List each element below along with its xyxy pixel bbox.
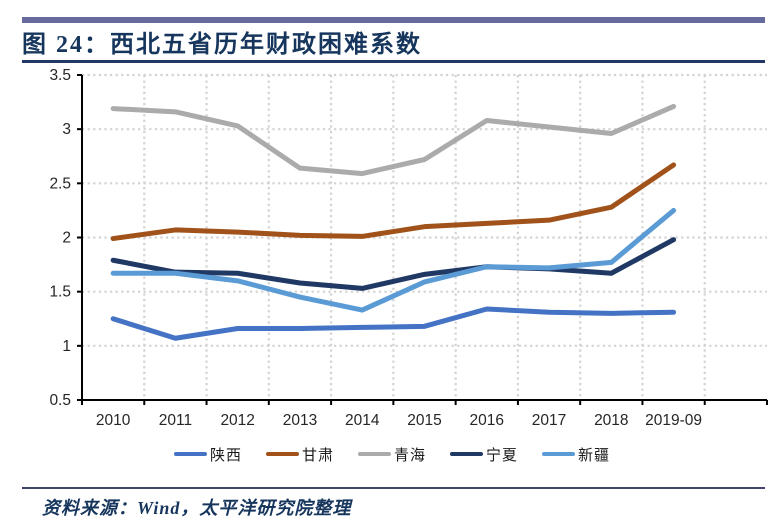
legend-item: 陕西 [173,444,242,465]
x-tick-label: 2018 [594,412,628,429]
legend-label: 青海 [393,446,426,464]
series-line-陕西 [110,306,677,341]
legend-line-swatch [542,451,576,457]
y-tick-label: 0.5 [49,392,71,409]
x-tick-label: 2013 [283,412,317,429]
legend-label: 新疆 [578,446,611,464]
legend-line-swatch [173,451,207,457]
source-note: 资料来源：Wind，太平洋研究院整理 [42,498,352,518]
legend-line-swatch [450,451,483,457]
series-line-青海 [110,103,677,177]
legend-label: 宁夏 [486,446,519,464]
title-underline [22,60,765,63]
legend-line-swatch [265,451,299,457]
series-line-甘肃 [110,162,677,242]
legend-item: 新疆 [542,444,610,465]
x-tick-label: 2017 [532,412,566,429]
y-tick-label: 2.5 [49,175,71,192]
legend-line-swatch [357,451,391,457]
legend-item: 青海 [357,444,426,465]
legend-item: 宁夏 [450,444,518,465]
series-line-宁夏 [110,237,677,291]
y-tick-label: 2 [62,230,71,247]
y-tick-label: 3 [62,121,71,138]
y-tick-label: 1.5 [49,284,71,301]
legend-item: 甘肃 [265,444,334,465]
x-tick-label: 2010 [96,412,131,429]
legend-label: 甘肃 [301,446,334,464]
chart-title: 图 24：西北五省历年财政困难系数 [22,32,422,58]
chart-legend: 陕西 甘肃 青海 宁夏 新疆 [0,444,784,464]
line-chart: 0.5 1 1.5 2 2.5 3 3.5 2010 2011 2012 2013 2014 2015 2… [49,67,768,429]
x-tick-label: 2019-09 [645,412,702,429]
x-tick-label: 2011 [159,412,192,429]
x-tick-label: 2015 [407,412,441,429]
footer-divider [22,487,765,489]
y-tick-label: 3.5 [49,67,71,84]
y-tick-label: 1 [62,338,71,355]
x-tick-label: 2014 [345,412,380,429]
x-tick-label: 2012 [220,412,254,429]
legend-label: 陕西 [209,446,242,464]
x-tick-label: 2016 [470,412,504,429]
header-accent-bar [22,17,765,23]
series-line-新疆 [110,207,677,313]
